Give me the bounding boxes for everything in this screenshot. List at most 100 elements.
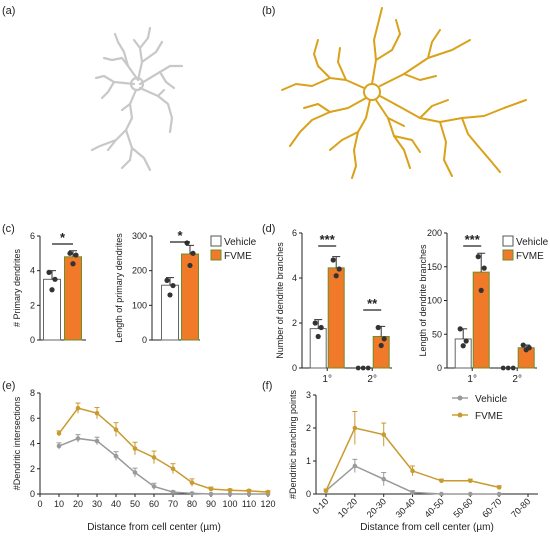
e-fvme-point-5 bbox=[151, 455, 157, 460]
d2-y-tick-label-1: 50 bbox=[432, 329, 442, 339]
f-fvme-point-2 bbox=[381, 432, 387, 437]
c2-fvme-point-2 bbox=[187, 262, 193, 269]
f-fvme-point-0 bbox=[323, 488, 329, 494]
e-x-tick-label-3: 30 bbox=[92, 499, 102, 509]
d1-y-tick-label-0: 0 bbox=[292, 363, 297, 373]
c1-y-tick-label-2: 4 bbox=[30, 266, 35, 276]
d2-ylabel: Length of dendrite branches bbox=[418, 244, 428, 357]
c1-vehicle-point-1 bbox=[52, 276, 58, 282]
d1-fvme-1-bar bbox=[372, 336, 390, 369]
d2-fvme-1-point-2 bbox=[523, 347, 529, 353]
c2-sig-label: * bbox=[177, 228, 183, 243]
d1-vehicle-1-point-2 bbox=[365, 365, 371, 371]
e-fvme-point-2 bbox=[94, 410, 100, 416]
e-vehicle-point-10 bbox=[246, 491, 252, 497]
e-vehicle-line bbox=[58, 437, 268, 495]
e-fvme-point-0 bbox=[56, 431, 62, 436]
c1-sig-label: * bbox=[60, 230, 66, 245]
legend-c-vehicle-swatch bbox=[210, 235, 222, 247]
d2-y-tick-label-4: 200 bbox=[427, 228, 442, 238]
d1-group-label-0: 1° bbox=[322, 374, 332, 385]
d2-fvme-0-point-1 bbox=[481, 265, 487, 271]
e-vehicle-point-6 bbox=[170, 489, 176, 495]
d1-group-label-1: 2° bbox=[367, 374, 377, 385]
e-x-tick-label-8: 80 bbox=[187, 499, 197, 509]
neuron-tracing-fvme bbox=[281, 7, 527, 179]
d2-sig-primary-label: *** bbox=[465, 232, 481, 247]
f-vehicle-point-2 bbox=[381, 476, 387, 482]
c1-y-tick-label-3: 6 bbox=[30, 231, 35, 241]
c1-fvme-point-1 bbox=[73, 252, 79, 258]
c1-vehicle-point-0 bbox=[46, 269, 52, 275]
d2-y-tick-label-2: 100 bbox=[427, 296, 442, 306]
d2-y-tick-label-0: 0 bbox=[437, 363, 442, 373]
c2-y-tick-label-2: 200 bbox=[132, 266, 147, 276]
d1-vehicle-1-point-0 bbox=[355, 365, 361, 371]
e-vehicle-point-8 bbox=[208, 491, 214, 497]
f-fvme-point-3 bbox=[410, 468, 415, 474]
d1-y-tick-label-1: 2 bbox=[292, 318, 297, 328]
legend-c-fvme-swatch bbox=[210, 249, 222, 261]
f-y-tick-label-3: 3 bbox=[306, 390, 311, 400]
d1-vehicle-0-point-1 bbox=[318, 324, 324, 331]
e-vehicle-point-1 bbox=[75, 436, 81, 441]
d2-y-tick-label-3: 150 bbox=[427, 262, 442, 272]
f-vehicle-point-3 bbox=[410, 490, 415, 495]
f-x-tick-label-0: 0-10 bbox=[311, 496, 331, 516]
f-fvme-point-1 bbox=[352, 425, 358, 431]
legend-d-fvme-swatch bbox=[502, 249, 514, 261]
legend-f-vehicle-label: Vehicle bbox=[475, 394, 508, 405]
d1-fvme-0-point-1 bbox=[336, 266, 342, 272]
f-x-tick-label-1: 10-20 bbox=[336, 496, 359, 519]
e-x-tick-label-5: 50 bbox=[130, 499, 140, 509]
c2-y-tick-label-0: 0 bbox=[142, 335, 147, 345]
e-x-tick-label-11: 110 bbox=[242, 499, 256, 509]
c1-ylabel: # Primary dendrites bbox=[12, 248, 22, 327]
f-x-tick-label-5: 50-60 bbox=[451, 496, 474, 519]
e-fvme-point-1 bbox=[75, 405, 81, 411]
d1-fvme-0-point-2 bbox=[333, 273, 339, 279]
d1-fvme-1-point-2 bbox=[378, 342, 384, 349]
e-fvme-point-9 bbox=[227, 487, 233, 493]
d1-fvme-0-point-0 bbox=[330, 257, 336, 263]
f-vehicle-point-6 bbox=[496, 491, 502, 497]
f-fvme-point-6 bbox=[496, 485, 502, 490]
d1-y-tick-label-3: 6 bbox=[292, 228, 297, 238]
e-y-tick-label-2: 4 bbox=[30, 439, 35, 449]
c2-ylabel: Length of primary dendrites bbox=[114, 233, 124, 343]
f-vehicle-point-4 bbox=[439, 491, 444, 497]
legend-c-vehicle-label: Vehicle bbox=[224, 237, 257, 248]
legend-d-vehicle-swatch bbox=[502, 235, 514, 247]
neuron-tracing-vehicle bbox=[90, 26, 184, 172]
e-fvme-point-10 bbox=[246, 488, 252, 494]
e-fvme-point-11 bbox=[265, 489, 271, 495]
e-xlabel: Distance from cell center (µm) bbox=[87, 522, 221, 533]
legend-d-vehicle-label: Vehicle bbox=[516, 237, 549, 248]
c1-y-tick-label-1: 2 bbox=[30, 300, 35, 310]
d1-vehicle-0-point-0 bbox=[312, 320, 318, 326]
e-x-tick-label-4: 40 bbox=[111, 499, 121, 509]
legend-f-vehicle-marker bbox=[457, 395, 463, 401]
f-x-tick-label-6: 60-70 bbox=[480, 496, 503, 519]
e-x-tick-label-2: 20 bbox=[73, 499, 83, 509]
e-x-tick-label-0: 0 bbox=[37, 499, 42, 509]
d2-fvme-1-point-0 bbox=[520, 342, 526, 348]
legend-f-fvme-label: FVME bbox=[475, 411, 503, 422]
e-fvme-point-3 bbox=[113, 427, 119, 432]
e-x-tick-label-12: 120 bbox=[260, 499, 275, 509]
e-y-tick-label-4: 8 bbox=[30, 388, 35, 398]
d2-vehicle-0-point-2 bbox=[460, 343, 466, 349]
d1-vehicle-0-point-2 bbox=[315, 333, 321, 340]
e-fvme-point-7 bbox=[189, 480, 195, 485]
d2-fvme-0-point-0 bbox=[475, 254, 481, 260]
c2-fvme-point-0 bbox=[184, 240, 190, 246]
e-vehicle-point-2 bbox=[94, 438, 100, 444]
f-x-tick-label-3: 30-40 bbox=[394, 496, 417, 519]
d2-fvme-0-point-2 bbox=[478, 287, 484, 293]
f-y-tick-label-1: 1 bbox=[306, 456, 311, 466]
c2-fvme-point-1 bbox=[190, 250, 196, 256]
c1-y-tick-label-0: 0 bbox=[30, 335, 35, 345]
c2-vehicle-point-0 bbox=[164, 277, 170, 283]
e-vehicle-point-3 bbox=[113, 453, 119, 459]
